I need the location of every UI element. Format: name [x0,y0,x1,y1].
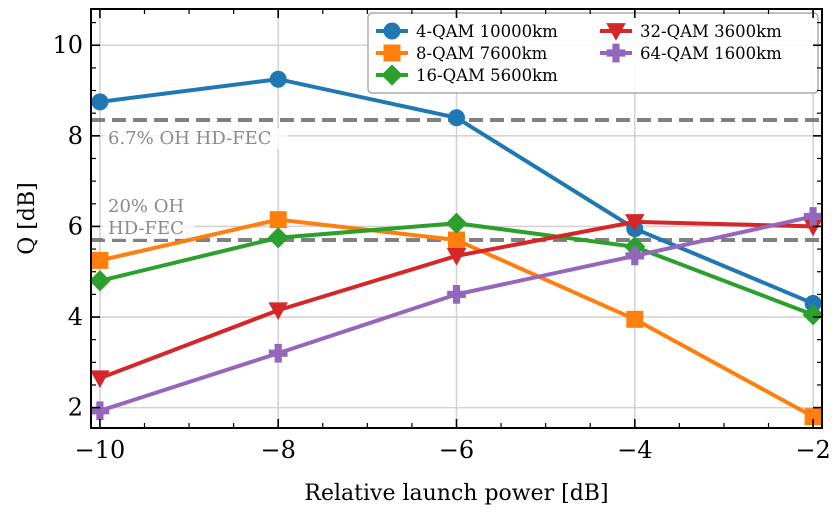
series-32-qam-3600km [90,214,823,388]
data-point [447,285,466,304]
data-point [446,248,467,266]
legend-label: 16-QAM 5600km [416,66,558,85]
axes: −10 −8 −6 −4 −2 2 4 6 8 10 Relative launch power [… [15,8,831,506]
data-point [90,401,110,421]
series-16-qam-5600km [89,212,824,326]
data-point [804,294,822,312]
legend-item: 64-QAM 1600km [600,43,782,63]
threshold-label-bg [103,218,195,240]
series-lines [89,70,824,426]
legend-marker [606,43,626,63]
legend-label: 32-QAM 3600km [640,22,782,41]
data-point [626,310,644,328]
y-tick-label: 6 [68,212,83,240]
legend-marker [606,23,626,41]
threshold-label-bg [103,127,288,149]
legend-label: 4-QAM 10000km [416,22,558,41]
legend-marker [383,22,401,40]
legend-box [367,12,819,94]
data-point [267,227,289,249]
legend-marker [381,64,403,86]
legend-item: 8-QAM 7600km [376,44,548,63]
y-axis-title: Q [dB] [15,182,40,254]
data-point [91,251,109,269]
legend-label: 8-QAM 7600km [416,44,548,63]
threshold-label: HD-FEC [108,218,184,239]
data-point [268,302,288,321]
x-tick-label: −4 [617,436,652,464]
legend-marker [383,44,401,62]
x-tick-label: −2 [795,436,830,464]
data-point [448,231,465,249]
data-point [448,109,465,127]
series-64-qam-1600km [90,207,823,421]
threshold-label: 6.7% OH HD-FEC [108,128,272,149]
data-point [269,70,287,88]
series-8-qam-7600km [91,211,822,426]
x-tick-label: −8 [261,436,296,464]
data-point [803,207,823,226]
data-point [268,343,288,363]
threshold-label: 20% OH [108,196,184,217]
legend-item: 16-QAM 5600km [376,64,558,86]
x-axis-title: Relative launch power [dB] [304,481,608,506]
data-point [803,218,823,237]
series-4-qam-10000km [91,70,822,312]
y-tick-label: 2 [68,394,83,422]
data-point [802,304,824,326]
x-tick-label: −10 [75,436,126,464]
x-tick-label: −6 [439,436,474,464]
y-tick-label: 10 [52,31,83,59]
y-tick-label: 4 [68,303,83,331]
data-point [90,370,110,388]
threshold-label-bg [103,196,195,218]
data-point [89,270,111,292]
data-point [625,246,645,266]
legend: 4-QAM 10000km 8-QAM 7600km 16-QAM 5600km 32… [367,12,819,94]
data-point [91,93,109,111]
data-point [625,214,645,232]
legend-label: 64-QAM 1600km [640,44,782,63]
data-point [445,212,468,234]
y-tick-label: 8 [68,122,83,150]
legend-item: 4-QAM 10000km [376,22,558,41]
legend-item: 32-QAM 3600km [600,22,782,41]
data-point [269,211,287,229]
data-point [804,408,822,426]
